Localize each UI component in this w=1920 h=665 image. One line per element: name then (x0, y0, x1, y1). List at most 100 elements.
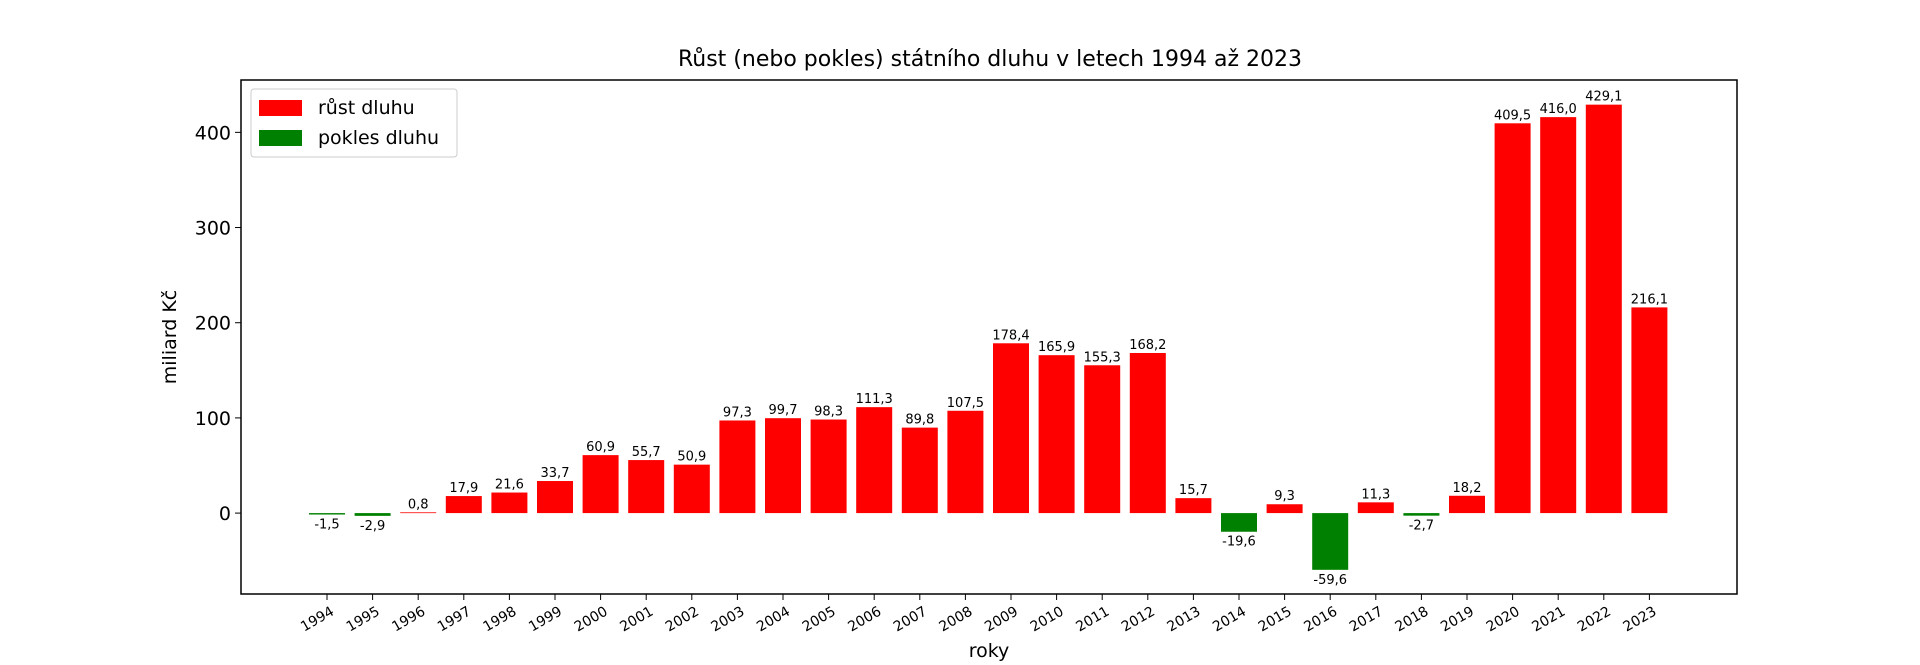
x-tick-label-2013: 2013 (1165, 604, 1204, 636)
x-tick-label-2022: 2022 (1575, 604, 1614, 636)
x-tick-label-2004: 2004 (754, 604, 793, 636)
x-tick-label-1997: 1997 (435, 604, 474, 636)
y-tick-label-300: 300 (195, 218, 231, 240)
x-tick-label-2018: 2018 (1393, 604, 1432, 636)
bar-2015 (1266, 504, 1303, 514)
value-label-2006: 111,3 (856, 392, 893, 407)
x-axis: 1994 1995 1996 1997 1998 1999 2000 2001 2002 2003… (298, 594, 1659, 635)
x-tick-label-2014: 2014 (1210, 604, 1249, 636)
x-tick-label-2017: 2017 (1347, 604, 1386, 636)
legend-label-increase: růst dluhu (318, 97, 415, 119)
bar-2022 (1585, 104, 1622, 514)
bar-2001 (628, 460, 665, 514)
x-tick-label-2006: 2006 (845, 604, 884, 636)
value-label-1999: 33,7 (541, 466, 570, 481)
x-tick-label-2002: 2002 (663, 604, 702, 636)
value-label-2004: 99,7 (769, 403, 798, 418)
value-label-2001: 55,7 (632, 445, 661, 460)
bar-1998 (491, 492, 528, 514)
x-tick-label-2019: 2019 (1438, 604, 1477, 636)
bar-2003 (719, 420, 756, 514)
bar-2016 (1312, 513, 1349, 570)
legend: růst dluhu pokles dluhu (250, 88, 458, 158)
bar-2020 (1494, 123, 1531, 514)
bar-2010 (1038, 355, 1075, 514)
value-label-2007: 89,8 (905, 413, 934, 428)
value-label-2013: 15,7 (1179, 483, 1208, 498)
chart-title: Růst (nebo pokles) státního dluhu v lete… (678, 47, 1302, 72)
value-label-1994: -1,5 (314, 518, 339, 533)
bar-2018 (1403, 513, 1440, 516)
value-label-2002: 50,9 (677, 450, 706, 465)
legend-swatch-increase (259, 100, 302, 116)
x-tick-label-1998: 1998 (481, 604, 520, 636)
value-label-1997: 17,9 (449, 481, 478, 496)
plot-frame (240, 79, 1738, 595)
x-tick-label-2021: 2021 (1529, 604, 1568, 636)
bar-2002 (673, 464, 710, 514)
value-label-2003: 97,3 (723, 405, 752, 420)
legend-frame (250, 88, 458, 158)
value-label-1995: -2,9 (360, 519, 385, 534)
x-tick-label-1994: 1994 (298, 604, 337, 636)
y-axis-label: miliard Kč (159, 290, 181, 384)
bar-1996 (400, 512, 437, 514)
bars-group (309, 104, 1668, 570)
y-tick-label-100: 100 (195, 408, 231, 430)
bar-1994 (309, 513, 345, 515)
value-label-2023: 216,1 (1631, 292, 1668, 307)
x-tick-label-2008: 2008 (937, 604, 976, 636)
bar-2011 (1084, 365, 1121, 514)
bar-2012 (1129, 352, 1166, 514)
x-tick-label-2023: 2023 (1621, 604, 1660, 636)
bar-1997 (445, 496, 482, 514)
x-tick-label-2016: 2016 (1301, 604, 1340, 636)
x-tick-label-2011: 2011 (1073, 604, 1112, 636)
bar-2019 (1449, 495, 1485, 514)
x-tick-label-1999: 1999 (526, 604, 565, 636)
bar-2000 (582, 455, 619, 514)
x-axis-label: roky (969, 640, 1010, 662)
bar-1995 (354, 513, 391, 516)
x-tick-label-2003: 2003 (709, 604, 748, 636)
bar-2014 (1221, 513, 1257, 532)
value-label-2017: 11,3 (1361, 487, 1390, 502)
legend-label-decrease: pokles dluhu (318, 127, 439, 149)
value-label-2015: 9,3 (1274, 489, 1295, 504)
value-label-2018: -2,7 (1409, 519, 1434, 534)
bar-2013 (1175, 498, 1212, 514)
value-label-1998: 21,6 (495, 478, 524, 493)
value-label-2022: 429,1 (1585, 90, 1622, 105)
value-label-2009: 178,4 (992, 328, 1029, 343)
value-label-1996: 0,8 (408, 497, 429, 512)
x-tick-label-2010: 2010 (1028, 604, 1067, 636)
legend-swatch-decrease (259, 130, 302, 146)
value-label-2016: -59,6 (1313, 573, 1347, 588)
y-axis: 0 100 200 300 400 (195, 122, 241, 525)
x-tick-label-2015: 2015 (1256, 604, 1295, 636)
x-tick-label-2001: 2001 (617, 604, 656, 636)
bar-2007 (901, 427, 938, 514)
y-tick-label-0: 0 (219, 503, 231, 525)
x-tick-label-2020: 2020 (1484, 604, 1523, 636)
bar-2017 (1357, 502, 1394, 514)
bar-2009 (993, 343, 1029, 514)
x-tick-label-2009: 2009 (982, 604, 1021, 636)
y-tick-label-200: 200 (195, 313, 231, 335)
x-tick-label-2007: 2007 (891, 604, 930, 636)
x-tick-label-1996: 1996 (389, 604, 428, 636)
x-tick-label-2005: 2005 (800, 604, 839, 636)
y-tick-label-400: 400 (195, 122, 231, 144)
bar-2008 (947, 410, 984, 514)
value-label-2020: 409,5 (1494, 108, 1531, 123)
value-label-2011: 155,3 (1084, 350, 1121, 365)
value-label-2012: 168,2 (1129, 338, 1166, 353)
value-label-2019: 18,2 (1453, 481, 1482, 496)
bar-2021 (1540, 117, 1577, 514)
value-label-2021: 416,0 (1540, 102, 1577, 117)
bar-2005 (810, 419, 847, 514)
x-tick-label-2000: 2000 (572, 604, 611, 636)
value-label-2008: 107,5 (947, 396, 984, 411)
value-label-2010: 165,9 (1038, 340, 1075, 355)
